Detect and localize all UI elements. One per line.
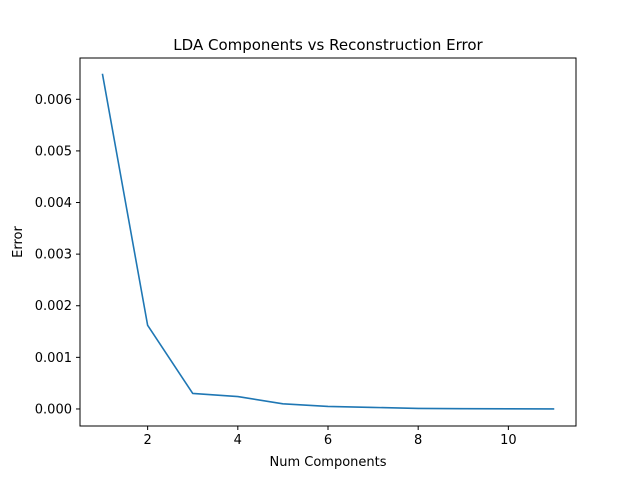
x-axis-label: Num Components xyxy=(269,455,386,470)
y-tick-label: 0.004 xyxy=(35,196,72,211)
chart-title: LDA Components vs Reconstruction Error xyxy=(173,36,483,54)
y-tick-label: 0.005 xyxy=(35,144,72,159)
y-tick-label: 0.001 xyxy=(35,351,72,366)
y-tick-label: 0.002 xyxy=(35,299,72,314)
y-axis-label: Error xyxy=(11,226,26,258)
x-tick-label: 2 xyxy=(143,433,151,448)
y-tick-label: 0.000 xyxy=(35,402,72,417)
x-tick-label: 8 xyxy=(414,433,422,448)
x-tick-label: 4 xyxy=(234,433,242,448)
x-tick-label: 6 xyxy=(324,433,332,448)
y-tick-label: 0.003 xyxy=(35,248,72,263)
y-tick-label: 0.006 xyxy=(35,93,72,108)
x-tick-label: 10 xyxy=(500,433,517,448)
